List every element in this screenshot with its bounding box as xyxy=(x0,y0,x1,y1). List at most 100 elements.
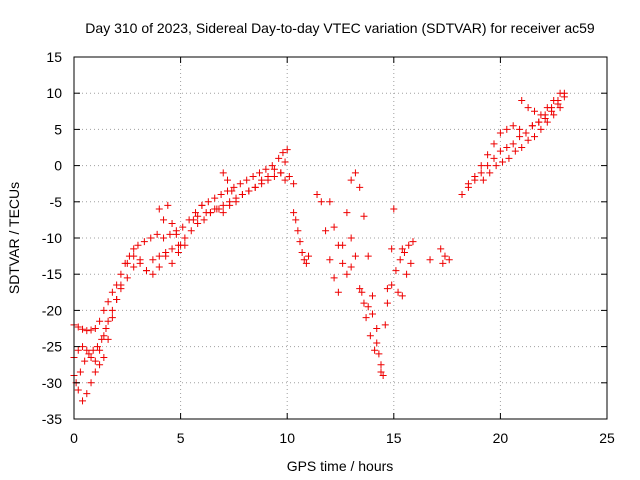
data-point xyxy=(160,216,168,224)
data-point xyxy=(285,172,293,180)
series-track-g xyxy=(189,165,278,224)
data-point xyxy=(140,238,148,246)
data-point xyxy=(268,162,276,170)
data-point xyxy=(409,238,417,246)
data-point xyxy=(371,346,379,354)
data-point xyxy=(83,346,91,354)
data-point xyxy=(379,372,387,380)
data-point xyxy=(217,191,225,199)
data-point xyxy=(326,198,334,206)
data-point xyxy=(142,267,150,275)
data-point xyxy=(477,162,485,170)
series-track-f xyxy=(155,201,185,249)
data-point xyxy=(130,263,138,271)
data-point xyxy=(100,306,108,314)
data-point xyxy=(503,125,511,133)
data-point xyxy=(347,176,355,184)
data-point xyxy=(556,89,564,97)
data-point xyxy=(194,212,202,220)
data-point xyxy=(91,357,99,365)
data-point xyxy=(153,230,161,238)
data-point xyxy=(398,292,406,300)
series-track-r xyxy=(390,205,447,267)
series-track-e xyxy=(123,241,189,278)
data-point xyxy=(396,256,404,264)
data-point xyxy=(226,201,234,209)
data-point xyxy=(81,357,89,365)
data-point xyxy=(347,234,355,242)
data-point xyxy=(108,314,116,322)
data-point xyxy=(160,234,168,242)
data-point xyxy=(479,176,487,184)
data-point xyxy=(74,323,82,331)
data-point xyxy=(381,321,389,329)
data-point xyxy=(238,191,246,199)
data-point xyxy=(368,292,376,300)
data-point xyxy=(347,263,355,271)
data-point xyxy=(74,386,82,394)
data-point xyxy=(168,259,176,267)
data-point xyxy=(524,136,532,144)
data-point xyxy=(215,205,223,213)
data-point xyxy=(484,151,492,159)
data-point xyxy=(339,241,347,249)
data-point xyxy=(516,125,524,133)
data-point xyxy=(96,346,104,354)
data-point xyxy=(245,187,253,195)
data-point xyxy=(343,209,351,217)
data-point xyxy=(168,245,176,253)
data-point xyxy=(383,299,391,307)
data-point xyxy=(147,234,155,242)
data-point xyxy=(509,122,517,130)
data-point xyxy=(251,183,259,191)
data-point xyxy=(87,326,95,334)
data-point xyxy=(264,172,272,180)
data-point xyxy=(130,252,138,260)
data-point xyxy=(394,288,402,296)
data-point xyxy=(458,191,466,199)
data-point xyxy=(79,397,87,405)
data-point xyxy=(326,256,334,264)
data-point xyxy=(206,209,214,217)
series-track-j xyxy=(290,209,313,267)
data-point xyxy=(262,165,270,173)
data-point xyxy=(302,259,310,267)
data-point xyxy=(339,259,347,267)
x-tick-labels: 0 5 10 15 20 25 xyxy=(70,430,615,446)
data-point xyxy=(556,104,564,112)
series-track-q xyxy=(394,259,415,300)
data-point xyxy=(531,133,539,141)
series-track-p xyxy=(383,241,413,307)
data-point xyxy=(93,343,101,351)
data-point xyxy=(198,201,206,209)
data-point xyxy=(230,183,238,191)
data-point xyxy=(200,216,208,224)
data-point xyxy=(224,176,232,184)
data-point xyxy=(390,205,398,213)
data-point xyxy=(87,379,95,387)
data-point xyxy=(98,335,106,343)
data-point xyxy=(74,346,82,354)
series-track-h xyxy=(219,169,236,195)
data-point xyxy=(104,317,112,325)
data-point xyxy=(537,111,545,119)
data-point xyxy=(528,122,536,130)
data-point xyxy=(219,201,227,209)
y-tick-label: -25 xyxy=(42,339,62,355)
data-point xyxy=(351,169,359,177)
series-track-d xyxy=(72,325,110,387)
data-point xyxy=(166,230,174,238)
data-point xyxy=(531,107,539,115)
data-point xyxy=(249,172,257,180)
data-point xyxy=(113,296,121,304)
data-point xyxy=(550,111,558,119)
x-tick-label: 5 xyxy=(177,430,185,446)
data-point xyxy=(211,194,219,202)
series-track-o xyxy=(358,245,396,380)
series-track-s xyxy=(437,245,453,264)
data-point xyxy=(255,169,263,177)
data-point xyxy=(543,104,551,112)
x-tick-label: 20 xyxy=(493,430,509,446)
series-track-n xyxy=(347,234,389,376)
data-point xyxy=(356,285,364,293)
